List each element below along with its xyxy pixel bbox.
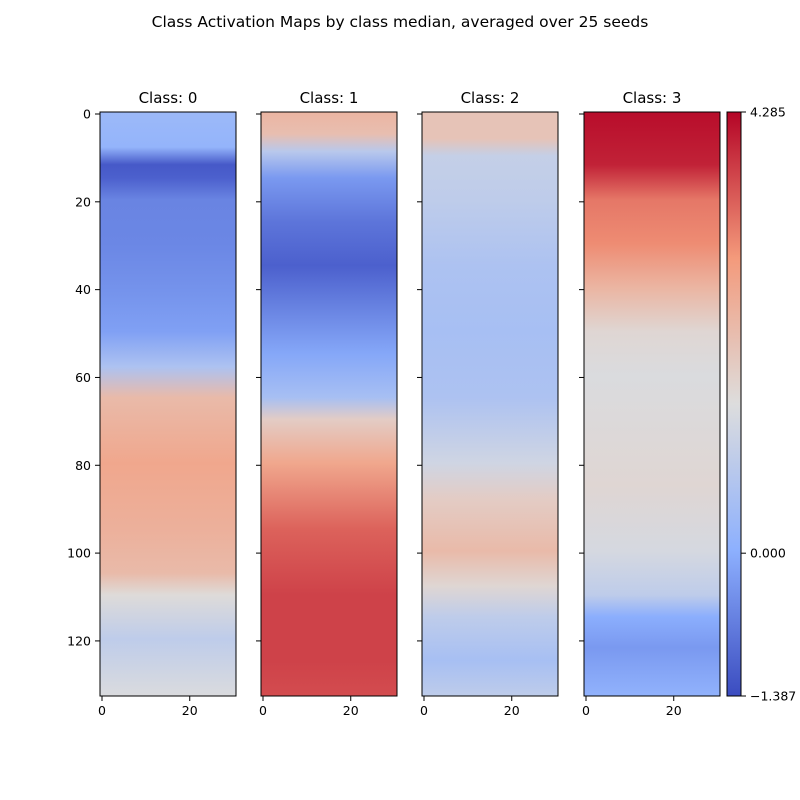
heatmap-image-class-0 xyxy=(100,112,236,696)
y-tick-label: 0 xyxy=(83,107,91,122)
panel-title: Class: 1 xyxy=(300,89,359,107)
chart-title: Class Activation Maps by class median, a… xyxy=(152,13,649,31)
colorbar: 4.285 0.000 −1.387 xyxy=(726,105,796,704)
panel-class-1: Class: 1 0 20 xyxy=(256,89,398,718)
x-tick-label: 0 xyxy=(259,703,267,718)
colorbar-frame xyxy=(726,111,742,697)
colorbar-tick-label: −1.387 xyxy=(750,689,796,704)
y-tick-label: 120 xyxy=(67,633,91,648)
panel-title: Class: 3 xyxy=(623,89,682,107)
panel-frame xyxy=(421,111,559,697)
y-tick-label: 60 xyxy=(75,370,91,385)
colorbar-gradient xyxy=(727,112,741,696)
x-tick-label: 0 xyxy=(420,703,428,718)
x-tick-label: 20 xyxy=(343,703,359,718)
heatmap-image-class-1 xyxy=(261,112,397,696)
x-tick-label: 0 xyxy=(582,703,590,718)
x-tick-label: 0 xyxy=(98,703,106,718)
y-tick-label: 20 xyxy=(75,194,91,209)
heatmap-image-class-3 xyxy=(584,112,720,696)
y-tick-label: 80 xyxy=(75,458,91,473)
x-tick-label: 20 xyxy=(504,703,520,718)
x-tick-label: 20 xyxy=(666,703,682,718)
y-tick-label: 100 xyxy=(67,546,91,561)
panel-class-0: Class: 0 0 20 0 20 40 60 80 100 120 xyxy=(67,89,237,718)
panel-frame xyxy=(260,111,398,697)
heatmap-image-class-2 xyxy=(422,112,558,696)
colorbar-tick-label: 0.000 xyxy=(750,546,786,561)
panel-frame xyxy=(99,111,237,697)
panel-class-2: Class: 2 0 20 xyxy=(417,89,559,718)
panel-title: Class: 0 xyxy=(139,89,198,107)
panel-class-3: Class: 3 0 20 xyxy=(579,89,721,718)
panel-title: Class: 2 xyxy=(461,89,520,107)
panel-frame xyxy=(583,111,721,697)
colorbar-tick-label: 4.285 xyxy=(750,105,786,120)
x-tick-label: 20 xyxy=(182,703,198,718)
y-tick-label: 40 xyxy=(75,282,91,297)
